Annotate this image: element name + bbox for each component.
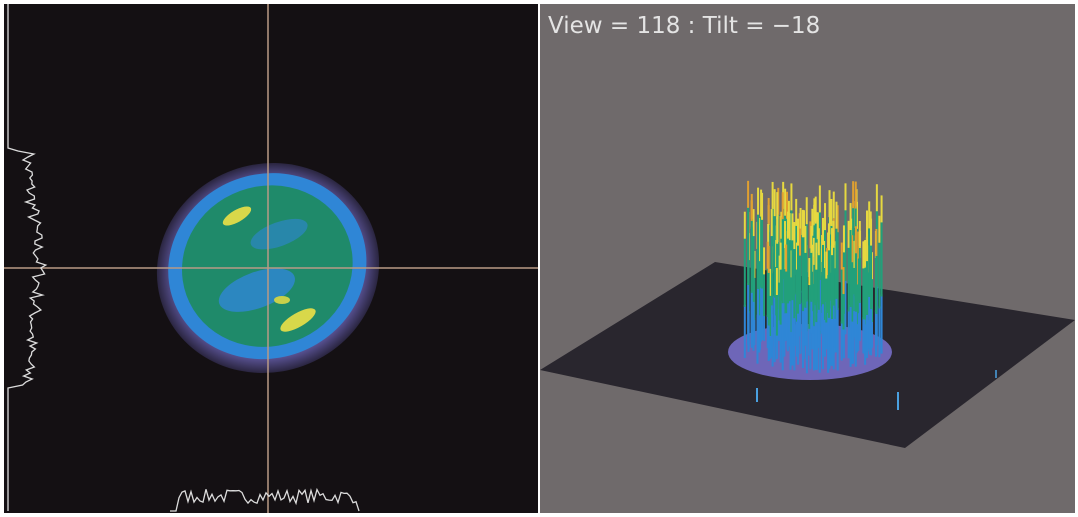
beam-profiler-view: View = 118 : Tilt = −18 [0,0,1078,517]
page: View = 118 : Tilt = −18 (() => { const d… [0,0,1078,517]
hot-spot [274,296,290,304]
intensity-2d-panel [4,4,538,513]
intensity-3d-panel: View = 118 : Tilt = −18 [540,4,1075,513]
view-tilt-label: View = 118 : Tilt = −18 [548,13,820,39]
